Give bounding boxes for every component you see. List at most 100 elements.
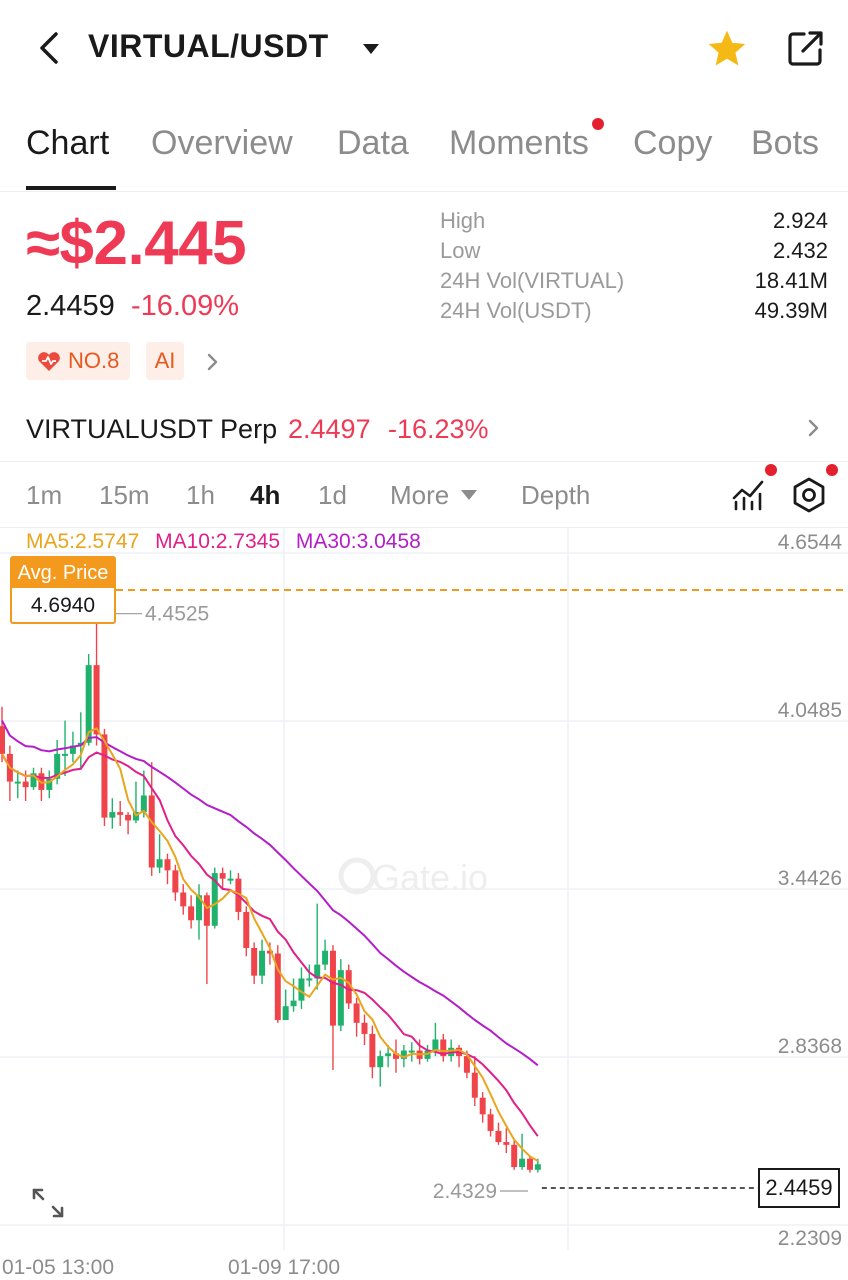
interval-4h[interactable]: 4h [250, 480, 281, 510]
candle-body [337, 970, 344, 1026]
ai-label: AI [154, 348, 176, 373]
ma5-line [1, 727, 539, 1162]
stat-row-high: High 2.924 [440, 208, 828, 238]
avg-price-title: Avg. Price [12, 558, 114, 588]
heart-rank-icon [38, 352, 60, 371]
candle-body [463, 1056, 470, 1073]
candle-body [251, 947, 258, 976]
candle-body [227, 878, 234, 881]
interval-15m[interactable]: 15m [99, 480, 150, 510]
perp-link-row[interactable]: VIRTUALUSDT Perp 2.4497 -16.23% [0, 396, 848, 462]
candle-body [117, 812, 124, 815]
stats-panel: High 2.924 Low 2.432 24H Vol(VIRTUAL) 18… [440, 208, 828, 328]
candlestick-chart[interactable]: Gate.io 4.6544 4.0485 3.4426 2.8368 2.2309 01-… [0, 528, 848, 1280]
tab-data[interactable]: Data [337, 124, 409, 162]
candle-body [14, 781, 21, 784]
candle-body [487, 1114, 494, 1131]
candle-body [203, 895, 210, 926]
candle-body [471, 1072, 478, 1098]
x-tick-label: 01-09 17:00 [228, 1256, 340, 1279]
perp-name: VIRTUALUSDT Perp [26, 414, 278, 444]
candle-body [479, 1097, 486, 1115]
stat-value: 2.432 [772, 238, 828, 263]
candle-body [266, 950, 273, 954]
notification-dot [826, 464, 838, 476]
back-arrow-icon[interactable] [34, 28, 64, 68]
tab-chart[interactable]: Chart [26, 124, 110, 162]
candle-body [30, 773, 37, 788]
caret-down-icon[interactable] [360, 40, 382, 58]
candle-body [196, 895, 202, 921]
avg-price-value: 4.6940 [30, 594, 96, 617]
candle-body [101, 734, 108, 818]
interval-more[interactable]: More [390, 480, 450, 510]
tab-bots[interactable]: Bots [751, 124, 820, 162]
depth-tab[interactable]: Depth [521, 480, 591, 510]
candle-body [172, 870, 179, 893]
tab-moments[interactable]: Moments [449, 124, 589, 162]
x-tick-label: 01-05 13:00 [2, 1256, 114, 1279]
candle-body [377, 1056, 384, 1068]
interval-bar: 1m 15m 1h 4h 1d More Depth [0, 462, 848, 528]
watermark-logo [338, 857, 376, 895]
tab-bar: Chart Overview Data Moments Copy Bots [0, 110, 848, 192]
notification-dot [592, 118, 604, 130]
stat-row-low: Low 2.432 [440, 238, 828, 268]
candle-body [46, 778, 53, 790]
interval-1h[interactable]: 1h [186, 480, 215, 510]
notification-dot [765, 464, 777, 476]
candle-body [219, 873, 226, 879]
ma30-line [1, 720, 539, 1067]
avg-price-tag: Avg. Price 4.6940 [10, 556, 116, 624]
rank-badge[interactable]: NO.8 [26, 342, 130, 380]
y-tick-label: 4.6544 [778, 531, 843, 554]
candle-body [282, 1006, 289, 1021]
chevron-right-icon[interactable] [204, 350, 222, 374]
caret-down-icon[interactable] [459, 488, 479, 502]
candle-body [314, 964, 321, 979]
candle-body [369, 1033, 376, 1068]
tab-copy[interactable]: Copy [633, 124, 713, 162]
candle-body [109, 812, 116, 818]
candle-body [385, 1053, 392, 1057]
candle-body [298, 978, 305, 1001]
candle-body [125, 814, 132, 821]
stat-row-vol-usdt: 24H Vol(USDT) 49.39M [440, 298, 828, 328]
candle-body [511, 1144, 518, 1168]
y-tick-label: 2.8368 [778, 1035, 842, 1058]
candle-body [322, 950, 329, 965]
candle-body [353, 1003, 360, 1023]
stat-row-vol-virtual: 24H Vol(VIRTUAL) 18.41M [440, 268, 828, 298]
active-tab-indicator [26, 186, 116, 190]
tab-overview[interactable]: Overview [151, 124, 293, 162]
candle-body [243, 911, 250, 948]
interval-1m[interactable]: 1m [26, 480, 63, 510]
last-price-tag: 2.4459 [758, 1168, 840, 1208]
settings-icon[interactable] [790, 476, 828, 514]
stat-value: 49.39M [754, 298, 828, 323]
indicator-icon[interactable] [730, 476, 766, 512]
share-icon[interactable] [784, 28, 826, 70]
stat-label: 24H Vol(USDT) [440, 298, 592, 323]
y-tick-label: 3.4426 [778, 867, 842, 890]
interval-1d[interactable]: 1d [318, 480, 347, 510]
candle-body [148, 795, 155, 868]
ma30-label: MA30:3.0458 [295, 530, 421, 553]
star-icon[interactable] [705, 27, 749, 71]
candle-body [408, 1050, 415, 1053]
ai-badge[interactable]: AI [146, 342, 184, 380]
candle-body [85, 665, 92, 743]
pair-title[interactable]: VIRTUAL/USDT [88, 28, 329, 64]
candle-body [22, 781, 29, 788]
candle-body [432, 1039, 439, 1051]
expand-icon[interactable] [30, 1186, 66, 1220]
stat-label: High [440, 208, 486, 233]
candle-body [62, 753, 69, 756]
candle-body [93, 665, 100, 735]
candle-body [140, 795, 147, 813]
ma10-line [1, 751, 539, 1137]
candle-body [274, 953, 281, 1021]
candle-body [503, 1142, 510, 1145]
candle-body [526, 1158, 533, 1170]
candle-body [259, 950, 266, 976]
